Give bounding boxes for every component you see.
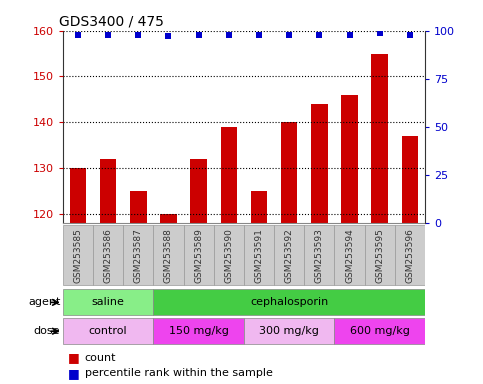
Bar <box>334 225 365 285</box>
Point <box>74 31 82 38</box>
Bar <box>130 191 146 223</box>
Point <box>346 31 354 38</box>
Point <box>376 30 384 36</box>
Text: 150 mg/kg: 150 mg/kg <box>169 326 228 336</box>
Bar <box>274 225 304 285</box>
Point <box>165 33 172 40</box>
Bar <box>251 191 267 223</box>
Point <box>134 31 142 38</box>
Bar <box>395 225 425 285</box>
Bar <box>160 214 177 223</box>
Text: GSM253590: GSM253590 <box>224 228 233 283</box>
Text: control: control <box>89 326 128 336</box>
Text: GSM253594: GSM253594 <box>345 228 354 283</box>
Point <box>225 31 233 38</box>
Bar <box>365 225 395 285</box>
Text: GSM253591: GSM253591 <box>255 228 264 283</box>
Text: 600 mg/kg: 600 mg/kg <box>350 326 410 336</box>
Point <box>104 31 112 38</box>
Bar <box>304 225 334 285</box>
Bar <box>154 318 244 344</box>
Text: GSM253589: GSM253589 <box>194 228 203 283</box>
Bar <box>334 318 425 344</box>
Bar <box>100 159 116 223</box>
Text: percentile rank within the sample: percentile rank within the sample <box>85 368 272 378</box>
Text: GSM253585: GSM253585 <box>73 228 83 283</box>
Text: GSM253587: GSM253587 <box>134 228 143 283</box>
Bar <box>244 225 274 285</box>
Bar <box>213 225 244 285</box>
Text: cephalosporin: cephalosporin <box>250 297 328 308</box>
Bar <box>402 136 418 223</box>
Bar <box>63 290 154 315</box>
Bar <box>341 95 358 223</box>
Text: dose: dose <box>34 326 60 336</box>
Bar <box>244 318 334 344</box>
Bar <box>371 54 388 223</box>
Text: GSM253595: GSM253595 <box>375 228 384 283</box>
Text: count: count <box>85 353 116 363</box>
Point <box>406 31 414 38</box>
Bar <box>63 318 154 344</box>
Point <box>315 31 323 38</box>
Text: saline: saline <box>92 297 125 308</box>
Text: GDS3400 / 475: GDS3400 / 475 <box>59 14 164 28</box>
Bar <box>281 122 298 223</box>
Point <box>255 31 263 38</box>
Bar <box>154 290 425 315</box>
Bar <box>311 104 327 223</box>
Text: GSM253596: GSM253596 <box>405 228 414 283</box>
Bar <box>70 168 86 223</box>
Text: GSM253586: GSM253586 <box>103 228 113 283</box>
Bar <box>184 225 213 285</box>
Text: agent: agent <box>28 297 60 308</box>
Text: GSM253592: GSM253592 <box>284 228 294 283</box>
Bar <box>93 225 123 285</box>
Bar <box>63 225 93 285</box>
Text: ■: ■ <box>68 351 79 364</box>
Bar <box>154 225 184 285</box>
Text: GSM253588: GSM253588 <box>164 228 173 283</box>
Point <box>285 31 293 38</box>
Bar <box>123 225 154 285</box>
Text: 300 mg/kg: 300 mg/kg <box>259 326 319 336</box>
Bar <box>221 127 237 223</box>
Bar <box>190 159 207 223</box>
Text: ■: ■ <box>68 367 79 380</box>
Point <box>195 31 202 38</box>
Text: GSM253593: GSM253593 <box>315 228 324 283</box>
